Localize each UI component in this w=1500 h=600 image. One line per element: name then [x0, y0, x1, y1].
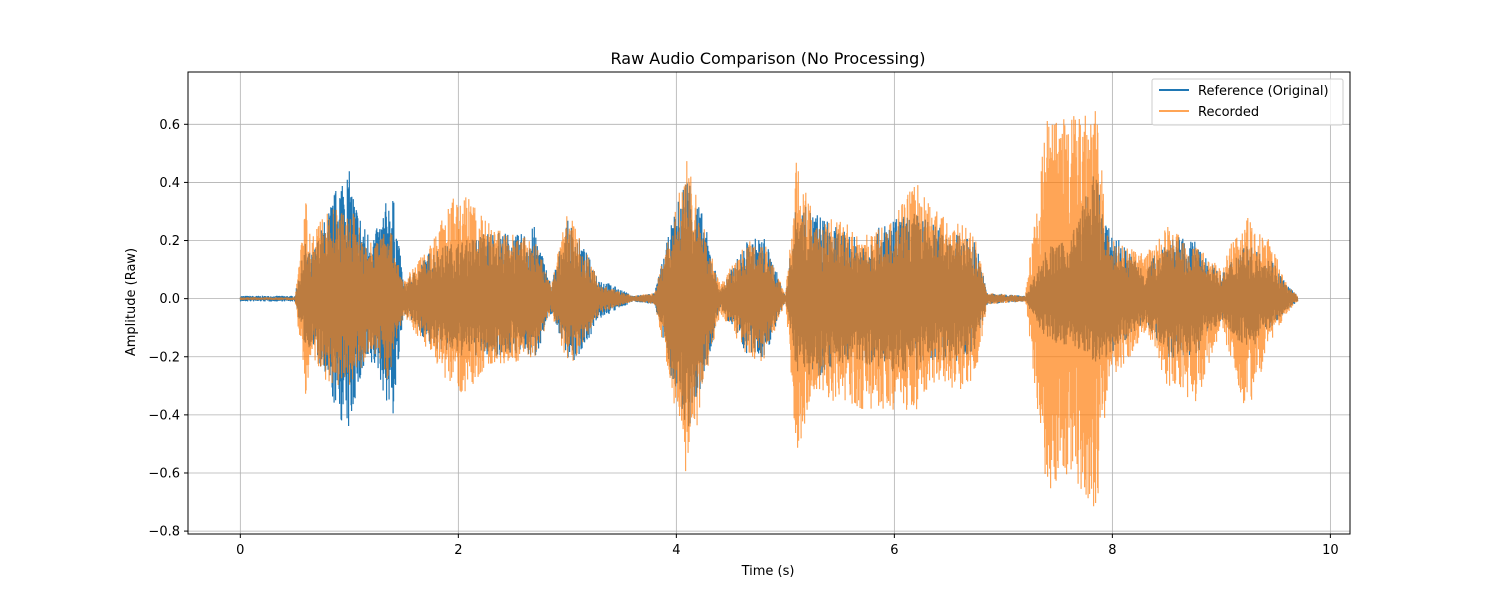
plot-series — [239, 111, 1299, 507]
legend-box — [1151, 78, 1344, 126]
x-tick-label: 8 — [1108, 543, 1116, 558]
y-tick-label: 0.6 — [159, 118, 180, 133]
x-tick-label: 0 — [236, 543, 244, 558]
y-tick-label: 0.2 — [159, 234, 180, 249]
x-tick-label: 6 — [890, 543, 898, 558]
x-tick-label: 2 — [454, 543, 462, 558]
x-axis-label: Time (s) — [741, 564, 795, 579]
axis-ticks: 0 2 4 6 8 10 −0.8 −0.6 −0.4 −0.2 0.0 0.2 0.4 0.6 — [148, 118, 1338, 558]
y-tick-label: −0.6 — [148, 466, 180, 481]
legend: Reference (Original) Recorded — [1151, 78, 1344, 126]
y-tick-label: 0.0 — [159, 292, 180, 307]
legend-label-recorded: Recorded — [1198, 105, 1259, 120]
legend-label-reference: Reference (Original) — [1198, 84, 1329, 99]
series-recorded-waveform — [239, 111, 1299, 507]
x-tick-label: 4 — [672, 543, 680, 558]
y-tick-label: −0.4 — [148, 408, 180, 423]
plot-frame — [187, 71, 1351, 535]
y-axis-label: Amplitude (Raw) — [124, 248, 139, 356]
y-tick-label: −0.8 — [148, 525, 180, 540]
chart-title: Raw Audio Comparison (No Processing) — [611, 49, 926, 68]
x-tick-label: 10 — [1322, 543, 1339, 558]
y-tick-label: −0.2 — [148, 350, 180, 365]
y-tick-label: 0.4 — [159, 176, 180, 191]
